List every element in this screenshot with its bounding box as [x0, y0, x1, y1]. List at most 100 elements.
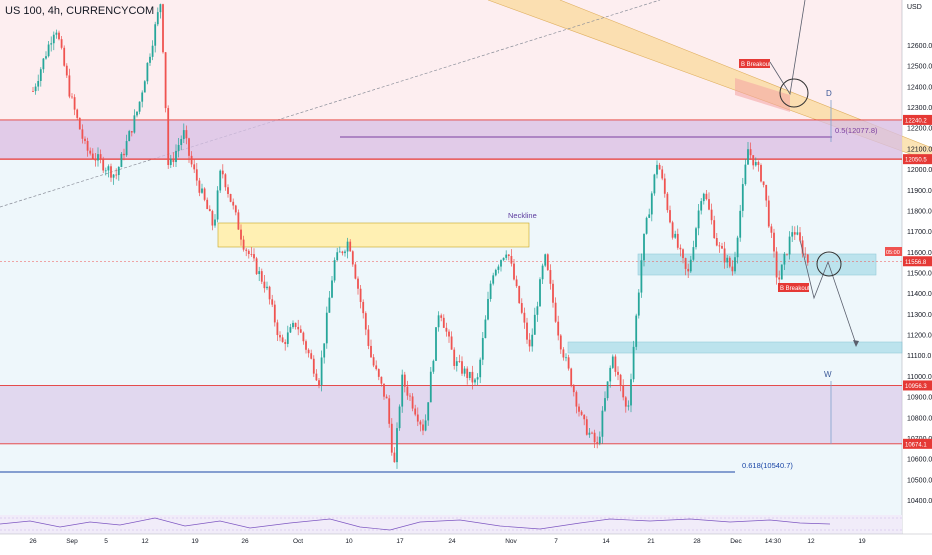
- candle-body: [385, 396, 388, 399]
- chart-title: US 100, 4h, CURRENCYCOM: [5, 5, 155, 17]
- candle-body: [536, 306, 539, 315]
- candle-body: [149, 56, 151, 63]
- candle-body: [775, 251, 778, 278]
- candle-body: [497, 266, 500, 270]
- y-tick-label: 10600.0: [907, 457, 932, 464]
- candle-body: [359, 288, 362, 302]
- price-tag-last-price: [903, 256, 932, 267]
- candle-body: [354, 264, 357, 279]
- candle-body: [744, 164, 747, 185]
- candle-body: [450, 336, 453, 350]
- candle-body: [591, 432, 593, 434]
- price-tag-support-top: [903, 380, 932, 391]
- candle-body: [739, 210, 742, 238]
- candle-body: [73, 97, 76, 110]
- candle-body: [658, 164, 661, 170]
- candle-body: [765, 184, 768, 201]
- candle-body: [411, 396, 414, 409]
- x-tick-label: 17: [396, 538, 404, 545]
- candle-body: [747, 149, 749, 165]
- candle-body: [232, 201, 235, 206]
- candle-body: [510, 256, 513, 264]
- candle-body: [528, 339, 531, 347]
- price-tag-label: 12240.2: [905, 118, 927, 124]
- candle-body: [637, 292, 640, 316]
- candle-body: [299, 329, 302, 333]
- candle-body: [125, 141, 128, 156]
- candle-body: [723, 248, 726, 263]
- breakout-tag-top: [739, 59, 770, 68]
- candle-body: [169, 158, 172, 166]
- y-tick-label: 10500.0: [907, 477, 932, 484]
- candle-body: [84, 138, 86, 141]
- candle-body: [409, 395, 411, 397]
- candle-body: [484, 319, 487, 339]
- candle-body: [91, 153, 94, 159]
- candle-body: [323, 343, 326, 358]
- projection-path-top: [769, 0, 806, 96]
- candle-body: [143, 81, 146, 93]
- candle-body: [687, 268, 690, 272]
- neckline-label: Neckline: [508, 211, 537, 220]
- candle-body: [403, 374, 406, 387]
- candle-body: [63, 47, 66, 66]
- candle-body: [325, 312, 328, 344]
- candle-body: [133, 115, 136, 133]
- candle-body: [557, 321, 560, 336]
- candle-body: [120, 153, 123, 168]
- candle-body: [481, 338, 484, 360]
- candle-body: [390, 423, 393, 453]
- candle-body: [45, 56, 47, 59]
- candle-body: [505, 254, 508, 258]
- y-tick-label: 12600.0: [907, 43, 932, 50]
- candle-body: [372, 357, 375, 366]
- candle-body: [393, 452, 396, 463]
- candle-body: [318, 380, 320, 386]
- price-tag-label: 12050.5: [905, 158, 927, 164]
- candle-body: [266, 286, 268, 289]
- candle-body: [489, 283, 492, 299]
- candle-body: [567, 357, 570, 369]
- candle-body: [302, 332, 305, 342]
- currency-label: USD: [907, 4, 922, 11]
- candle-body: [419, 421, 422, 425]
- price-tag-label: 11556.8: [905, 260, 927, 266]
- candle-body: [695, 228, 697, 248]
- x-tick-label: 12: [141, 538, 149, 545]
- candle-body: [648, 214, 651, 218]
- candle-body: [424, 420, 427, 431]
- candle-body: [268, 286, 271, 300]
- candle-body: [559, 335, 562, 350]
- candles: [32, 3, 809, 469]
- candle-body: [601, 410, 604, 437]
- y-tick-label: 11400.0: [907, 291, 932, 298]
- candle-body: [731, 266, 734, 272]
- candle-body: [526, 322, 528, 340]
- candle-body: [783, 253, 786, 265]
- candle-body: [429, 371, 432, 403]
- candle-body: [604, 398, 606, 411]
- candle-body: [544, 254, 547, 266]
- candle-body: [697, 210, 700, 229]
- candle-body: [177, 144, 180, 151]
- projection-path-bottom: [799, 239, 857, 345]
- candle-body: [250, 254, 253, 255]
- candle-body: [312, 358, 315, 374]
- candle-body: [523, 312, 526, 323]
- x-tick-label: 19: [191, 538, 199, 545]
- candle-body: [104, 170, 107, 172]
- candle-body: [624, 397, 627, 407]
- candle-body: [396, 428, 398, 463]
- candle-body: [492, 275, 495, 284]
- candle-body: [307, 349, 310, 354]
- x-tick-label: 7: [554, 538, 558, 545]
- candle-body: [258, 271, 261, 275]
- y-tick-label: 11800.0: [907, 208, 932, 215]
- candle-body: [728, 257, 731, 267]
- candle-body: [435, 327, 437, 361]
- candle-body: [507, 254, 510, 257]
- x-tick-label: 26: [241, 538, 249, 545]
- candle-body: [700, 201, 703, 211]
- candle-body: [702, 193, 705, 202]
